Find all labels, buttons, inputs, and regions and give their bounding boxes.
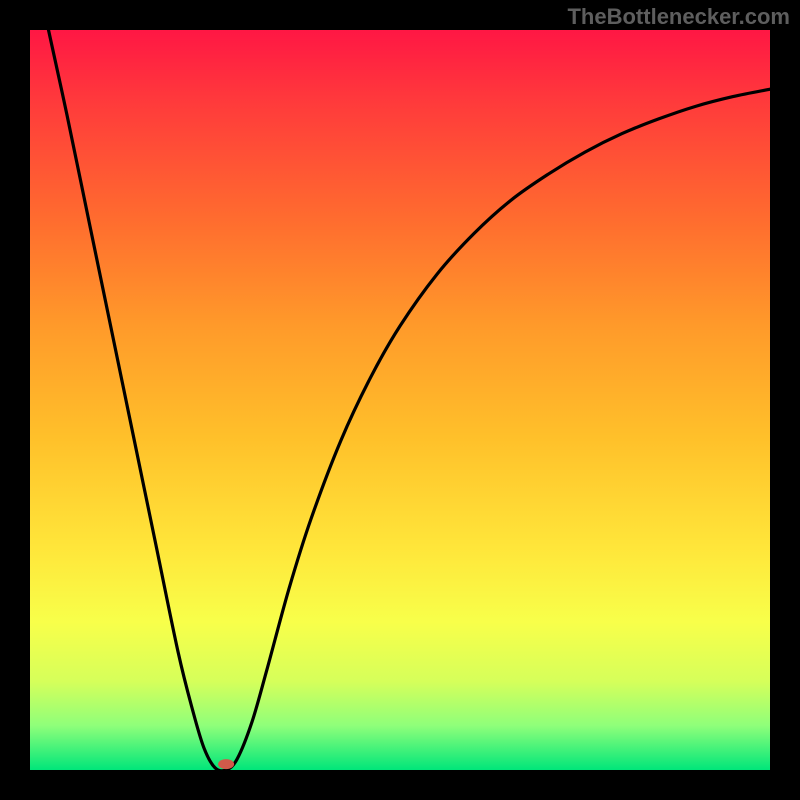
optimal-marker [218, 759, 234, 769]
watermark-text: TheBottlenecker.com [567, 4, 790, 30]
plot-background [30, 30, 770, 770]
chart-svg [0, 0, 800, 800]
chart-container: TheBottlenecker.com [0, 0, 800, 800]
